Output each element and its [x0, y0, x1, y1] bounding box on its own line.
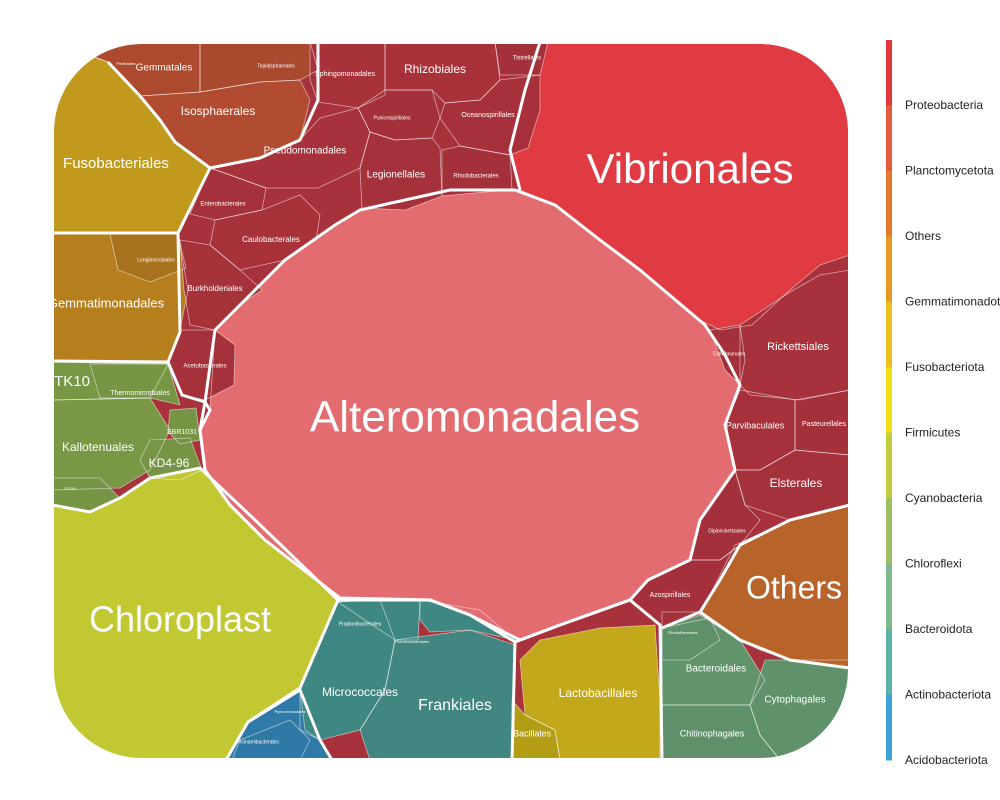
- label-cytophagales: Cytophagales: [764, 695, 825, 706]
- label-propionibacteriales: Propionibacteriales: [339, 621, 382, 627]
- label-enterobacterales: Enterobacterales: [200, 202, 245, 208]
- legend-swatch: [886, 40, 892, 106]
- label-kallotenuales: Kallotenuales: [62, 440, 134, 454]
- legend-swatch: [886, 302, 892, 368]
- label-bacteroidales: Bacteroidales: [686, 664, 747, 675]
- label-lactobacillales: Lactobacillales: [559, 686, 638, 700]
- label-legionellales: Legionellales: [367, 170, 425, 181]
- label-pseudonocardiales: Pseudonocardiales: [395, 639, 429, 644]
- label-chloroplast: Chloroplast: [89, 599, 271, 640]
- label-longimicrobiales: Longimicrobiales: [137, 257, 175, 263]
- legend-label: Cyanobacteria: [905, 491, 983, 505]
- label-parvibaculales: Parvibaculales: [726, 420, 785, 430]
- label-bacillales: Bacillales: [513, 728, 552, 738]
- label-vicinamibacterales: Vicinamibacterales: [237, 739, 279, 745]
- label-rickettsiales: Rickettsiales: [767, 341, 829, 353]
- legend: Proteobacteria Planctomycetota Others Gemma…: [886, 40, 1000, 767]
- legend-swatch: [886, 498, 892, 564]
- label-tistrellales: Tistrellales: [513, 56, 541, 62]
- legend-label: Chloroflexi: [905, 557, 962, 571]
- legend-swatch: [886, 367, 892, 433]
- label-oceanospirillales: Oceanospirillales: [461, 112, 515, 119]
- label-pirellulales: Pirellulales: [116, 61, 135, 66]
- legend-swatch: [886, 171, 892, 237]
- label-gemmatales: Gemmatales: [136, 63, 193, 74]
- label-puniceispirillales: Puniceispirillales: [374, 115, 411, 121]
- label-tk10: TK10: [54, 373, 90, 390]
- label-vibrionales: Vibrionales: [586, 145, 793, 192]
- label-c0119: C0119: [64, 486, 76, 491]
- legend-swatch: [886, 236, 892, 302]
- legend-label: Planctomycetota: [905, 164, 994, 178]
- label-caulobacterales: Caulobacterales: [242, 235, 300, 244]
- label-rhizobiales: Rhizobiales: [404, 62, 466, 76]
- legend-swatch: [886, 564, 892, 630]
- legend-label: Bacteroidota: [905, 622, 973, 636]
- legend-label: Actinobacteriota: [905, 688, 991, 702]
- label-pyrinomonadales: Pyrinomonadales: [275, 709, 306, 714]
- label-isosphaerales: Isosphaerales: [181, 104, 256, 118]
- label-pasteurellales: Pasteurellales: [802, 421, 846, 428]
- label-gemmatimonadales: Gemmatimonadales: [48, 295, 165, 310]
- label-sphingomonadales: Sphingomonadales: [315, 71, 375, 78]
- label-alteromonadales: Alteromonadales: [310, 393, 640, 442]
- label-rhodothermales: Rhodothermales: [668, 630, 697, 635]
- label-azospirillales: Azospirillales: [650, 592, 691, 599]
- legend-label: Firmicutes: [905, 426, 960, 440]
- label-thermomicrobiales: Thermomicrobiales: [110, 390, 170, 397]
- legend-swatch: [886, 105, 892, 171]
- legend-label: Others: [905, 229, 941, 243]
- legend-label: Gemmatimonadota: [905, 295, 1000, 309]
- label-cellvibrionales: Cellvibrionales: [713, 351, 746, 357]
- label-frankiales: Frankiales: [418, 697, 492, 714]
- label-rhodobacterales: Rhodobacterales: [453, 174, 498, 180]
- legend-label: Acidobacteriota: [905, 753, 988, 767]
- label-micrococcales: Micrococcales: [322, 685, 398, 699]
- label-sbr1031: SBR1031: [167, 429, 197, 436]
- label-burkholderiales: Burkholderiales: [187, 284, 242, 293]
- legend-label: Proteobacteria: [905, 98, 983, 112]
- label-elsterales: Elsterales: [770, 476, 823, 490]
- legend-swatch: [886, 433, 892, 499]
- label-fusobacteriales: Fusobacteriales: [63, 155, 169, 172]
- legend-label: Fusobacteriota: [905, 360, 985, 374]
- label-others: Others: [746, 569, 842, 605]
- label-acetobacterales: Acetobacterales: [183, 364, 226, 370]
- label-chitinophagales: Chitinophagales: [680, 728, 745, 738]
- legend-swatch: [886, 629, 892, 695]
- label-tepidisphaerales: Tepidisphaerales: [257, 63, 295, 69]
- legend-swatch: [886, 695, 892, 761]
- label-diplorickettsiales: Diplorickettsiales: [708, 528, 746, 534]
- label-kd4-96: KD4-96: [149, 456, 190, 470]
- label-pseudomonadales: Pseudomonadales: [264, 146, 347, 157]
